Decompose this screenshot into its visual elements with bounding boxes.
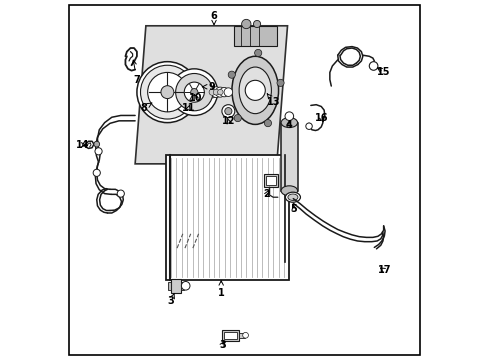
- Text: 10: 10: [188, 93, 202, 103]
- Text: 3: 3: [167, 293, 174, 306]
- Circle shape: [213, 89, 219, 95]
- Circle shape: [210, 87, 221, 98]
- Circle shape: [140, 65, 194, 119]
- Circle shape: [224, 108, 231, 115]
- Text: 3: 3: [219, 340, 225, 350]
- Ellipse shape: [287, 194, 297, 201]
- Ellipse shape: [285, 192, 300, 202]
- Bar: [168, 282, 171, 290]
- Bar: [171, 279, 181, 293]
- Circle shape: [209, 89, 215, 95]
- Bar: [224, 332, 237, 338]
- Circle shape: [234, 114, 241, 122]
- Ellipse shape: [281, 118, 297, 127]
- Ellipse shape: [281, 186, 297, 196]
- Circle shape: [190, 89, 198, 96]
- Circle shape: [276, 79, 284, 86]
- Circle shape: [117, 190, 124, 197]
- Circle shape: [264, 120, 271, 127]
- Circle shape: [224, 88, 232, 96]
- Circle shape: [161, 86, 174, 99]
- Circle shape: [254, 49, 261, 57]
- Circle shape: [184, 82, 204, 102]
- Text: 4: 4: [285, 121, 292, 130]
- Polygon shape: [135, 26, 287, 164]
- Ellipse shape: [231, 56, 278, 125]
- Circle shape: [215, 87, 225, 97]
- Bar: [181, 282, 184, 290]
- Bar: [281, 123, 297, 191]
- Circle shape: [285, 112, 293, 121]
- Circle shape: [93, 169, 100, 176]
- Ellipse shape: [239, 67, 271, 114]
- Circle shape: [147, 72, 187, 112]
- Text: 12: 12: [221, 116, 235, 126]
- Circle shape: [171, 69, 217, 116]
- Text: 13: 13: [266, 94, 280, 107]
- Circle shape: [217, 89, 223, 95]
- Bar: [239, 333, 244, 338]
- Text: 6: 6: [210, 11, 217, 25]
- Text: 11: 11: [182, 103, 195, 113]
- Circle shape: [95, 148, 102, 155]
- Text: 16: 16: [314, 113, 327, 123]
- Circle shape: [175, 73, 212, 111]
- Circle shape: [219, 87, 228, 97]
- Circle shape: [94, 141, 100, 147]
- Text: 8: 8: [140, 103, 152, 113]
- Bar: [165, 155, 289, 280]
- Circle shape: [242, 332, 248, 338]
- Text: 7: 7: [132, 60, 140, 85]
- Bar: [266, 176, 275, 185]
- Circle shape: [228, 71, 235, 78]
- Text: 1: 1: [217, 281, 224, 298]
- Text: 9: 9: [202, 82, 214, 92]
- Text: 2: 2: [263, 189, 270, 199]
- Circle shape: [244, 80, 265, 100]
- Bar: [222, 330, 239, 341]
- Text: 5: 5: [290, 204, 297, 214]
- Circle shape: [181, 282, 190, 290]
- Circle shape: [137, 62, 198, 123]
- Circle shape: [206, 86, 218, 98]
- Text: 15: 15: [376, 67, 389, 77]
- Text: 17: 17: [377, 265, 390, 275]
- Circle shape: [368, 62, 377, 70]
- Circle shape: [241, 19, 250, 29]
- Circle shape: [305, 123, 312, 130]
- Bar: [264, 174, 277, 187]
- Circle shape: [253, 21, 260, 28]
- Bar: [233, 26, 276, 45]
- Text: 14: 14: [76, 140, 89, 150]
- Circle shape: [222, 105, 234, 118]
